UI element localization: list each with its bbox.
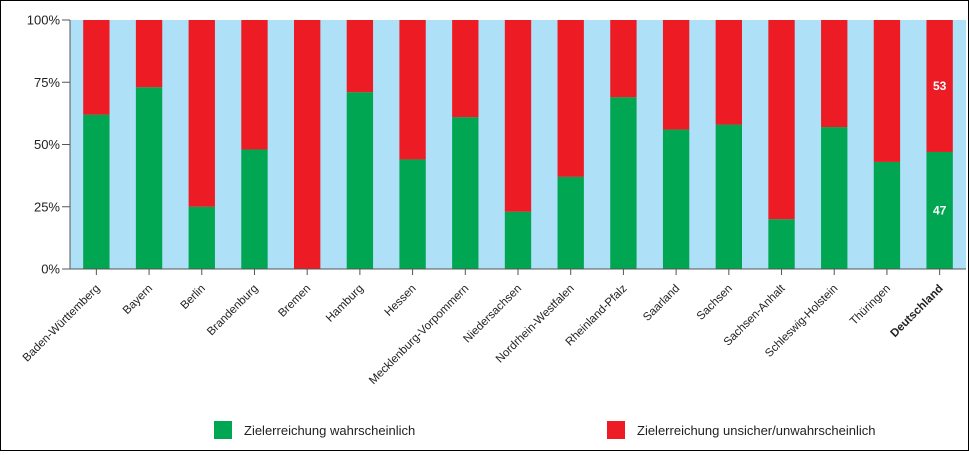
bar-unsicher-16 (926, 20, 953, 152)
bar-unsicher-11 (662, 20, 690, 130)
y-tick-label: 25% (34, 199, 60, 214)
bar-wahrscheinlich-10 (610, 97, 637, 269)
bar-wahrscheinlich-14 (821, 127, 848, 269)
bar-unsicher-7 (452, 20, 479, 118)
axes-group (62, 19, 966, 275)
bar-wahrscheinlich-6 (399, 159, 426, 269)
bar-unsicher-3 (241, 20, 268, 150)
bar-unsicher-13 (768, 20, 795, 220)
legend-label: Zielerreichung unsicher/unwahrscheinlich (637, 423, 875, 438)
x-category-label: Sachsen (695, 283, 735, 323)
bar-wahrscheinlich-13 (768, 219, 795, 269)
bar-unsicher-5 (346, 20, 374, 93)
bar-unsicher-1 (135, 20, 163, 88)
x-category-label: Berlin (179, 283, 208, 312)
legend-label: Zielerreichung wahrscheinlich (244, 423, 415, 438)
x-category-label: Saarland (641, 283, 682, 324)
bar-wahrscheinlich-15 (873, 161, 901, 269)
bar-wahrscheinlich-12 (715, 124, 742, 269)
bar-wahrscheinlich-2 (188, 206, 215, 269)
bar-unsicher-4 (294, 20, 321, 269)
y-tick-label: 75% (34, 75, 60, 90)
data-labels: 47 53 (933, 79, 947, 218)
y-tick-labels: 0% 25% 50% 75% 100% (27, 13, 61, 277)
x-category-label: Brandenburg (205, 283, 261, 339)
x-category-label: Bayern (121, 283, 155, 317)
bar-unsicher-10 (610, 20, 637, 98)
bar-unsicher-15 (873, 20, 901, 162)
x-category-label: Baden-Württemberg (21, 283, 103, 365)
data-label: 47 (933, 203, 947, 217)
y-tick-label: 50% (34, 137, 60, 152)
x-category-labels: Baden-Württemberg Bayern BerlinBrandenburg… (21, 282, 946, 387)
bars-group (83, 20, 953, 270)
x-category-label: Deutschland (888, 283, 945, 340)
legend-swatch (214, 421, 232, 439)
bar-unsicher-14 (821, 20, 848, 128)
x-category-label: Thüringen (848, 283, 893, 328)
bar-wahrscheinlich-3 (241, 149, 268, 269)
bar-unsicher-6 (399, 20, 426, 160)
legend-swatch (607, 421, 625, 439)
bar-wahrscheinlich-1 (135, 87, 163, 269)
bar-wahrscheinlich-5 (346, 92, 374, 270)
y-tick-label: 0% (41, 262, 60, 277)
x-category-label: Hessen (383, 283, 419, 319)
bar-wahrscheinlich-11 (662, 129, 690, 269)
x-category-label: Bremen (276, 283, 313, 320)
bar-wahrscheinlich-16 (926, 151, 953, 269)
bar-wahrscheinlich-9 (557, 176, 584, 269)
y-tick-label: 100% (27, 13, 61, 28)
x-category-label: Mecklenburg-Vorpommern (367, 283, 471, 387)
bar-unsicher-8 (504, 20, 532, 212)
bar-unsicher-9 (557, 20, 584, 177)
bar-unsicher-2 (188, 20, 215, 207)
bar-wahrscheinlich-7 (452, 117, 479, 269)
bar-unsicher-0 (83, 20, 110, 115)
data-label: 53 (933, 79, 947, 93)
legend: Zielerreichung wahrscheinlich Zielerreich… (214, 421, 875, 439)
x-category-label: Hamburg (324, 283, 366, 325)
bar-wahrscheinlich-8 (504, 211, 532, 269)
bar-unsicher-12 (715, 20, 742, 125)
bar-wahrscheinlich-0 (83, 114, 110, 270)
